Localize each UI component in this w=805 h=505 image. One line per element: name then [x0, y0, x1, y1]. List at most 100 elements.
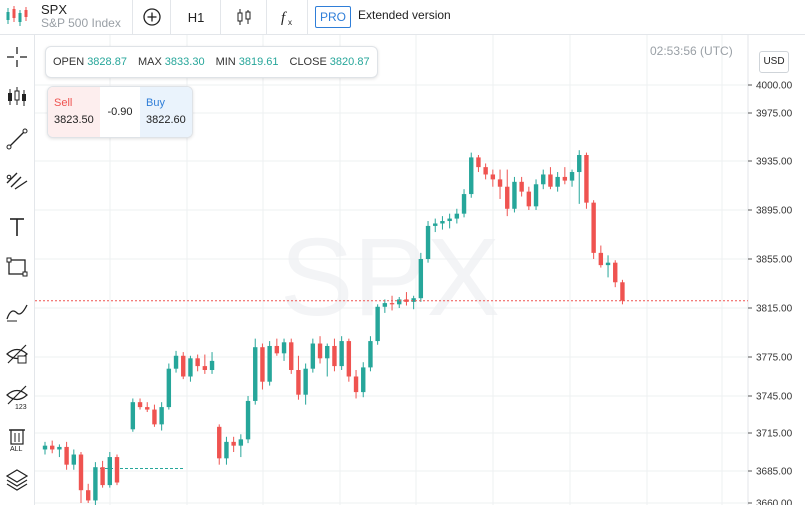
hide-indicators-label: 123: [15, 404, 27, 411]
candle-body: [555, 176, 560, 187]
text-icon[interactable]: [3, 213, 31, 241]
max-value: 3833.30: [164, 56, 205, 68]
pencil-icon[interactable]: [3, 297, 31, 325]
hide-indicators-icon[interactable]: 123: [3, 383, 31, 411]
crosshair-icon[interactable]: [3, 43, 31, 71]
candle-body: [42, 445, 48, 450]
sell-price: 3823.50: [54, 114, 94, 126]
y-tick-label: 3775.00: [756, 353, 793, 364]
candle-body: [332, 345, 337, 367]
candle-body: [281, 342, 287, 354]
y-tick-label: 3660.00: [756, 499, 793, 505]
fib-icon[interactable]: [3, 165, 31, 193]
delete-all-label: ALL: [10, 446, 23, 453]
buy-button[interactable]: Buy 3822.60: [140, 87, 192, 137]
candle-body: [159, 407, 164, 425]
candle-body: [382, 303, 388, 307]
sell-button[interactable]: Sell 3823.50: [48, 87, 100, 137]
candle-body: [411, 298, 416, 302]
min-label: MIN: [215, 56, 236, 68]
layers-icon[interactable]: [3, 465, 31, 493]
open-value: 3828.87: [87, 56, 127, 68]
svg-text:x: x: [288, 18, 292, 27]
close-value: 3820.87: [329, 56, 370, 68]
chart-type-button[interactable]: [220, 0, 267, 34]
candle-body: [541, 174, 546, 185]
hide-drawings-icon[interactable]: [3, 340, 31, 368]
extended-version-link[interactable]: Extended version: [358, 8, 451, 22]
trendline-icon[interactable]: [3, 125, 31, 153]
candle-body: [93, 467, 98, 501]
candle-body: [296, 370, 301, 395]
y-tick-label: 3715.00: [756, 429, 793, 440]
candle-body: [260, 347, 265, 382]
rectangle-icon[interactable]: [3, 253, 31, 281]
y-tick-label: 3855.00: [756, 255, 793, 266]
y-tick-label: 3895.00: [756, 206, 793, 217]
candle-body: [267, 345, 272, 382]
buy-label: Buy: [146, 97, 165, 109]
candle-body: [461, 194, 467, 214]
candle-body: [181, 355, 186, 377]
pro-badge[interactable]: PRO: [315, 6, 351, 28]
candle-body: [224, 441, 229, 459]
symbol-ticker[interactable]: SPX: [41, 2, 68, 17]
candle-body: [591, 202, 596, 253]
candle-body: [613, 262, 618, 283]
candle-body: [418, 259, 424, 299]
timeframe-button[interactable]: H1: [170, 0, 221, 34]
add-indicator-icon: [143, 8, 161, 26]
y-tick-label: 3975.00: [756, 109, 793, 120]
min-value: 3819.61: [238, 56, 279, 68]
symbol-name: S&P 500 Index: [41, 16, 121, 30]
candle-body: [375, 306, 380, 342]
delete-all-icon[interactable]: ALL: [3, 425, 31, 453]
ohlc-panel: OPEN 3828.87 MAX 3833.30 MIN 3819.61 CLOSE 3…: [45, 46, 378, 78]
candle-body: [274, 345, 280, 354]
candle-body: [188, 358, 193, 377]
currency-button[interactable]: USD: [759, 51, 789, 73]
candle-body: [86, 490, 91, 501]
y-tick-label: 3815.00: [756, 304, 793, 315]
candle-body: [114, 457, 120, 483]
buy-price: 3822.60: [146, 114, 186, 126]
candle-body: [440, 221, 445, 224]
spread-value: -0.90: [107, 106, 133, 118]
candle-body: [202, 366, 208, 370]
candle-body: [130, 402, 136, 430]
candle-body: [303, 368, 308, 395]
y-tick-label: 3745.00: [756, 392, 793, 403]
server-time: 02:53:56 (UTC): [650, 44, 733, 58]
svg-text:f: f: [281, 10, 287, 26]
candle-body: [50, 445, 55, 450]
candles-icon[interactable]: [3, 83, 31, 111]
candle-body: [145, 407, 150, 410]
candle-body: [173, 355, 179, 369]
candle-body: [137, 402, 143, 408]
candle-body: [469, 157, 474, 195]
candle-body: [57, 446, 62, 450]
candle-body: [152, 409, 157, 425]
candle-body: [519, 181, 524, 192]
y-tick-label: 4000.00: [756, 81, 793, 92]
price-chart[interactable]: SPX 3660.00 3685.00 3715.00 3745.00 3775.00 3…: [35, 35, 805, 505]
open-label: OPEN: [53, 56, 85, 68]
y-tick-label: 3685.00: [756, 467, 793, 478]
candle-body: [454, 213, 460, 219]
candle-body: [404, 299, 409, 302]
trade-panel: Sell 3823.50 -0.90 Buy 3822.60: [47, 86, 193, 138]
candle-body: [425, 225, 431, 259]
candle-body: [505, 186, 510, 209]
candle-body: [195, 358, 200, 367]
max-label: MAX: [137, 56, 162, 68]
candle-body: [584, 155, 589, 203]
add-indicator-button[interactable]: [132, 0, 171, 34]
candle-body: [166, 368, 172, 408]
sell-label: Sell: [54, 97, 73, 109]
candle-body: [605, 262, 611, 266]
candle-body: [310, 343, 316, 369]
candle-body: [217, 426, 222, 459]
close-label: CLOSE: [289, 56, 327, 68]
candle-body: [339, 341, 344, 367]
